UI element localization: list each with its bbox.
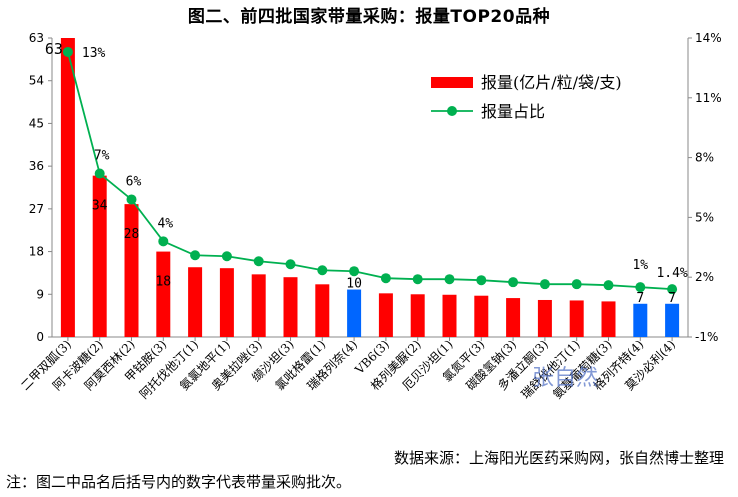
- y-tick-label: 36: [29, 159, 44, 173]
- bars: [60, 38, 680, 337]
- y-tick-label: 18: [29, 245, 44, 259]
- data-labels: 63 34 28 18 10 7 7 13% 7% 6% 4% 1% 1.4%: [45, 40, 688, 306]
- share-value-label: 7%: [94, 149, 110, 164]
- bar-value-label: 7: [636, 291, 644, 306]
- y2-tick-label: 5%: [695, 210, 714, 224]
- share-point: [476, 275, 487, 286]
- y2-tick-label: 14%: [695, 31, 722, 45]
- y2-tick-label: 2%: [695, 270, 714, 284]
- bar: [219, 268, 234, 337]
- y2-tick-label: -1%: [695, 330, 718, 344]
- source-note: 数据来源：上海阳光医药采购网，张自然博士整理: [393, 449, 724, 467]
- y-tick-label: 0: [36, 330, 44, 344]
- y-tick-label: 63: [29, 31, 44, 45]
- share-point: [349, 266, 360, 277]
- bar: [283, 277, 298, 337]
- y-tick-label: 9: [36, 287, 44, 301]
- y-tick-label: 27: [29, 202, 44, 216]
- share-point: [635, 282, 646, 293]
- share-value-label: 1.4%: [656, 266, 687, 281]
- bar: [633, 303, 648, 337]
- share-line: [67, 51, 673, 291]
- bar: [665, 303, 680, 337]
- bar: [347, 289, 362, 337]
- bar-value-label: 18: [155, 275, 171, 290]
- y2-tick-label: 11%: [695, 91, 722, 105]
- share-point: [221, 251, 232, 262]
- share-point: [190, 250, 201, 261]
- bar: [251, 274, 266, 337]
- share-value-label: 13%: [82, 46, 106, 61]
- bar-value-label: 63: [45, 40, 63, 58]
- bar: [442, 294, 457, 337]
- share-point: [667, 284, 678, 295]
- legend: 报量(亿片/粒/袋/支) 报量占比: [431, 73, 622, 121]
- share-value-label: 4%: [157, 216, 173, 231]
- footnote: 注：图二中品名后括号内的数字代表带量采购批次。: [6, 473, 352, 491]
- bar: [506, 298, 521, 337]
- legend-label-bar: 报量(亿片/粒/袋/支): [481, 73, 622, 92]
- bar: [315, 284, 330, 337]
- share-point: [412, 274, 423, 285]
- line-series: [62, 46, 678, 295]
- bar-value-label: 7: [668, 291, 676, 306]
- legend-swatch-marker: [447, 106, 457, 116]
- bar: [474, 295, 489, 337]
- share-point: [380, 273, 391, 284]
- share-point: [539, 279, 550, 290]
- legend-label-line: 报量占比: [481, 102, 545, 121]
- bar: [569, 300, 584, 337]
- share-point: [444, 274, 455, 285]
- legend-swatch-bar: [431, 77, 473, 88]
- share-point: [285, 259, 296, 270]
- bar: [410, 294, 425, 337]
- bar-value-label: 28: [124, 227, 140, 242]
- bar-value-label: 34: [92, 199, 108, 214]
- bar: [537, 299, 552, 337]
- share-point: [508, 277, 519, 288]
- bar-value-label: 10: [346, 277, 362, 292]
- bar: [378, 293, 393, 337]
- y-tick-label: 54: [29, 74, 44, 88]
- bar: [92, 175, 107, 337]
- y2-tick-label: 8%: [695, 151, 714, 165]
- bar: [188, 267, 203, 337]
- share-value-label: 6%: [126, 174, 142, 189]
- share-point: [126, 194, 137, 205]
- share-point: [253, 256, 264, 267]
- bar: [60, 38, 75, 337]
- bar: [156, 251, 171, 337]
- share-point: [62, 46, 73, 57]
- share-point: [158, 236, 169, 247]
- share-point: [317, 265, 328, 276]
- bar: [124, 204, 139, 337]
- y-tick-label: 45: [29, 116, 44, 130]
- share-point: [571, 279, 582, 290]
- bar: [601, 301, 616, 337]
- watermark: 张自然: [532, 366, 599, 391]
- chart-title: 图二、前四批国家带量采购：报量TOP20品种: [187, 7, 551, 27]
- share-value-label: 1%: [632, 258, 648, 273]
- share-point: [603, 280, 614, 291]
- share-point: [94, 168, 105, 179]
